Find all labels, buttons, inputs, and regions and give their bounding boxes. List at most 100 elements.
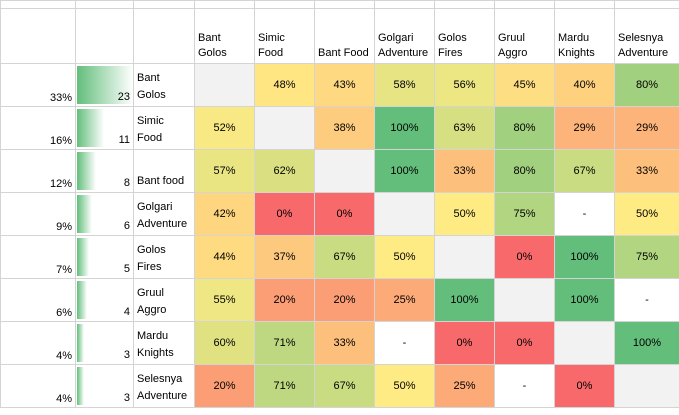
share-cell: 4%	[0, 321, 76, 365]
count-label: 5	[123, 263, 130, 275]
cell	[194, 0, 255, 9]
win-rate-cell: 60%	[194, 321, 255, 365]
row	[0, 0, 679, 9]
win-rate-cell: 0%	[434, 321, 495, 365]
win-rate-cell: -	[614, 278, 679, 322]
win-rate-cell: 75%	[614, 235, 679, 279]
win-rate-cell: 29%	[614, 106, 679, 150]
header-row: Bant Golos Simic Food Bant Food Golgari Adv…	[0, 8, 679, 64]
win-rate-cell: 52%	[194, 106, 255, 150]
win-rate-cell: 50%	[434, 192, 495, 236]
count-label: 3	[123, 392, 130, 404]
win-rate-cell: 100%	[554, 278, 615, 322]
win-rate-cell	[494, 278, 555, 322]
win-rate-cell: 20%	[194, 364, 255, 408]
win-rate-cell	[374, 192, 435, 236]
win-rate-cell: 67%	[314, 235, 375, 279]
win-rate-cell: 50%	[374, 364, 435, 408]
win-rate-cell: 33%	[614, 149, 679, 193]
column-header: Simic Food	[254, 8, 315, 64]
win-rate-cell: 75%	[494, 192, 555, 236]
cell	[0, 8, 76, 64]
cell	[75, 0, 134, 9]
win-rate-cell: 100%	[614, 321, 679, 365]
win-rate-cell: 0%	[494, 235, 555, 279]
deck-name: Selesnya Adventure	[133, 364, 195, 408]
win-rate-cell: 56%	[434, 63, 495, 107]
data-row: 4% 3 Selesnya Adventure 20% 71% 67% 50% 25% -0%	[0, 364, 679, 408]
data-bar	[77, 324, 85, 362]
data-bar	[77, 238, 90, 276]
cell	[374, 0, 435, 9]
win-rate-cell: 100%	[554, 235, 615, 279]
win-rate-cell	[254, 106, 315, 150]
win-rate-cell	[194, 63, 255, 107]
win-rate-cell: 80%	[494, 149, 555, 193]
share-cell: 9%	[0, 192, 76, 236]
win-rate-cell: 33%	[314, 321, 375, 365]
deck-name: Bant food	[133, 149, 195, 193]
win-rate-cell: 80%	[494, 106, 555, 150]
win-rate-cell: 42%	[194, 192, 255, 236]
win-rate-cell: 25%	[434, 364, 495, 408]
win-rate-cell: 20%	[314, 278, 375, 322]
share-cell: 33%	[0, 63, 76, 107]
win-rate-cell: 57%	[194, 149, 255, 193]
win-rate-cell: 71%	[254, 364, 315, 408]
win-rate-cell: -	[494, 364, 555, 408]
count-label: 23	[117, 91, 130, 103]
count-cell: 5	[75, 235, 134, 279]
win-rate-cell: 29%	[554, 106, 615, 150]
count-label: 6	[123, 220, 130, 232]
win-rate-cell: 40%	[554, 63, 615, 107]
column-header: Golos Fires	[434, 8, 495, 64]
cell	[75, 8, 134, 64]
count-cell: 23	[75, 63, 134, 107]
data-row: 6% 4 Gruul Aggro 55% 20% 20% 25% 100% 100% -	[0, 278, 679, 322]
win-rate-cell: 0%	[314, 192, 375, 236]
column-header: Gruul Aggro	[494, 8, 555, 64]
data-bar	[77, 281, 87, 319]
data-bar	[77, 66, 133, 104]
share-cell: 6%	[0, 278, 76, 322]
win-rate-cell: 63%	[434, 106, 495, 150]
column-header: Mardu Knights	[554, 8, 615, 64]
share-cell: 16%	[0, 106, 76, 150]
data-bar	[77, 367, 85, 405]
win-rate-cell: 62%	[254, 149, 315, 193]
win-rate-cell: 43%	[314, 63, 375, 107]
share-cell: 7%	[0, 235, 76, 279]
win-rate-cell: 0%	[254, 192, 315, 236]
win-rate-cell: 67%	[314, 364, 375, 408]
win-rate-cell: 44%	[194, 235, 255, 279]
win-rate-cell: 71%	[254, 321, 315, 365]
column-header: Golgari Adventure	[374, 8, 435, 64]
win-rate-cell	[614, 364, 679, 408]
share-cell: 12%	[0, 149, 76, 193]
data-bar	[77, 152, 97, 190]
win-rate-cell: 100%	[434, 278, 495, 322]
win-rate-cell: -	[554, 192, 615, 236]
data-row: 9% 6 Golgari Adventure 42% 0% 0% 50% 75% -50%	[0, 192, 679, 236]
column-header: Bant Golos	[194, 8, 255, 64]
data-row: 4% 3 Mardu Knights 60% 71% 33% -0% 0% 100%	[0, 321, 679, 365]
win-rate-cell: 100%	[374, 106, 435, 150]
win-rate-cell: 50%	[614, 192, 679, 236]
win-rate-cell	[554, 321, 615, 365]
win-rate-cell: -	[374, 321, 435, 365]
count-label: 4	[123, 306, 130, 318]
cell	[314, 0, 375, 9]
win-rate-cell: 48%	[254, 63, 315, 107]
data-row: 7% 5 Golos Fires 44% 37% 67% 50% 0% 100% 75%	[0, 235, 679, 279]
win-rate-cell: 25%	[374, 278, 435, 322]
win-rate-cell: 37%	[254, 235, 315, 279]
cell	[554, 0, 615, 9]
count-label: 3	[123, 349, 130, 361]
deck-name: Gruul Aggro	[133, 278, 195, 322]
win-rate-cell: 38%	[314, 106, 375, 150]
deck-name: Simic Food	[133, 106, 195, 150]
cell	[133, 0, 195, 9]
count-cell: 6	[75, 192, 134, 236]
